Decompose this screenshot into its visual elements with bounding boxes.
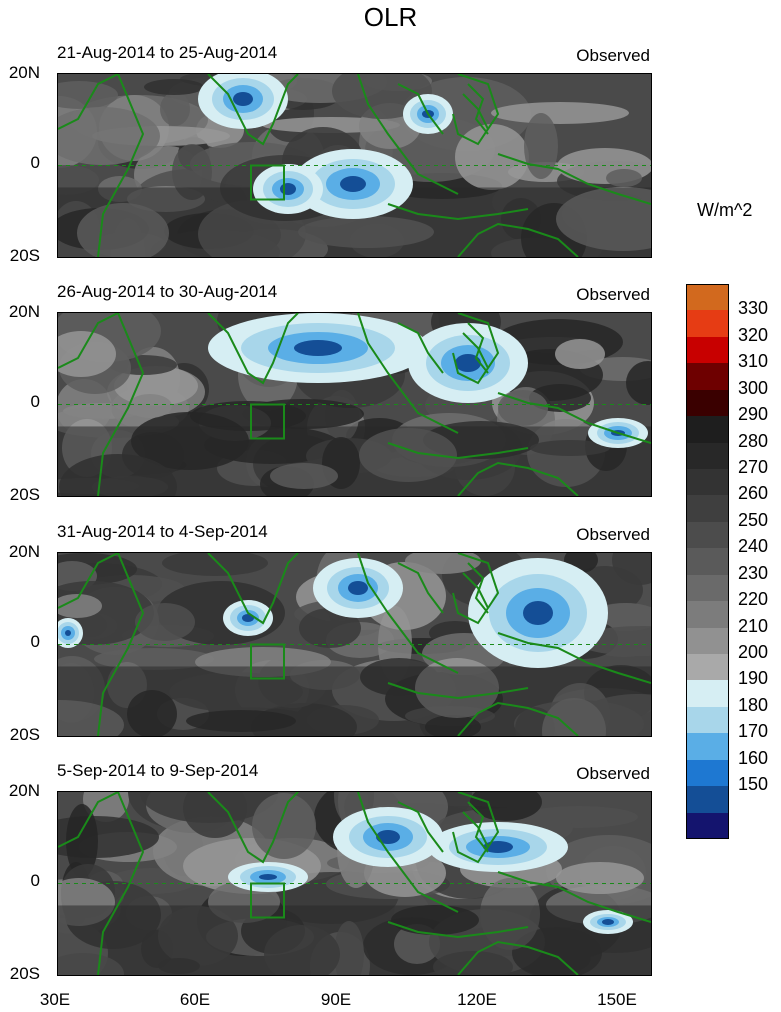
lon-label: 120E bbox=[457, 990, 497, 1009]
panel-date-range: 5-Sep-2014 to 9-Sep-2014 bbox=[57, 761, 259, 780]
panel-date-range: 21-Aug-2014 to 25-Aug-2014 bbox=[57, 43, 278, 62]
lat-label: 20N bbox=[8, 302, 40, 321]
colorbar-label: 280 bbox=[738, 430, 769, 451]
figure-title: OLR bbox=[363, 2, 418, 32]
olr-map bbox=[57, 73, 652, 258]
colorbar-label: 230 bbox=[738, 562, 769, 583]
colorbar-label: 320 bbox=[738, 324, 769, 345]
colorbar: 330 320 310 300 290 280 270 260 250 240 230 220 210 2… bbox=[686, 284, 768, 840]
lat-label: 0 bbox=[30, 632, 40, 651]
colorbar-label: 330 bbox=[738, 298, 769, 319]
panel-observed-tag: Observed bbox=[576, 46, 650, 65]
lat-label: 20S bbox=[9, 725, 40, 744]
lat-label: 20N bbox=[8, 63, 40, 82]
colorbar-label: 170 bbox=[738, 721, 769, 742]
colorbar-swatch bbox=[686, 759, 729, 787]
panel-observed-tag: Observed bbox=[576, 764, 650, 783]
colorbar-label: 300 bbox=[738, 377, 769, 398]
colorbar-label: 240 bbox=[738, 536, 769, 557]
lat-label: 20S bbox=[9, 485, 40, 504]
colorbar-label: 200 bbox=[738, 642, 769, 662]
panel-observed-tag: Observed bbox=[576, 285, 650, 304]
colorbar-label: 250 bbox=[738, 509, 769, 530]
colorbar-label: 190 bbox=[738, 668, 769, 689]
lon-label: 90E bbox=[320, 990, 352, 1009]
olr-map bbox=[57, 312, 652, 497]
lat-label: 0 bbox=[30, 392, 40, 411]
lat-label: 20N bbox=[8, 781, 40, 800]
lat-label: 0 bbox=[30, 871, 40, 890]
lat-label: 20S bbox=[9, 246, 40, 265]
lon-label: 30E bbox=[39, 990, 71, 1009]
colorbar-label: 220 bbox=[738, 589, 769, 610]
colorbar-swatch bbox=[686, 706, 729, 734]
olr-map bbox=[57, 552, 652, 737]
colorbar-label: 270 bbox=[738, 457, 769, 477]
olr-map bbox=[57, 791, 652, 976]
panel-date-range: 26-Aug-2014 to 30-Aug-2014 bbox=[57, 282, 278, 301]
lat-label: 0 bbox=[30, 153, 40, 172]
colorbar-swatch bbox=[686, 521, 729, 549]
colorbar-frame bbox=[686, 284, 729, 839]
panel-observed-tag: Observed bbox=[576, 525, 650, 544]
colorbar-swatch bbox=[686, 654, 729, 681]
colorbar-units: W/m^2 bbox=[697, 200, 753, 220]
lon-label: 60E bbox=[179, 990, 211, 1009]
lon-label: 150E bbox=[597, 990, 637, 1009]
colorbar-label: 160 bbox=[738, 747, 769, 768]
panel-date-range: 31-Aug-2014 to 4-Sep-2014 bbox=[57, 522, 268, 541]
colorbar-label: 310 bbox=[738, 351, 769, 372]
colorbar-label: 260 bbox=[738, 483, 769, 504]
colorbar-label: 290 bbox=[738, 404, 769, 425]
lat-label: 20S bbox=[9, 964, 40, 983]
colorbar-swatch bbox=[686, 416, 729, 444]
colorbar-label: 150 bbox=[738, 774, 769, 795]
colorbar-label: 180 bbox=[738, 694, 769, 715]
lat-label: 20N bbox=[8, 542, 40, 561]
colorbar-label: 210 bbox=[738, 615, 769, 636]
